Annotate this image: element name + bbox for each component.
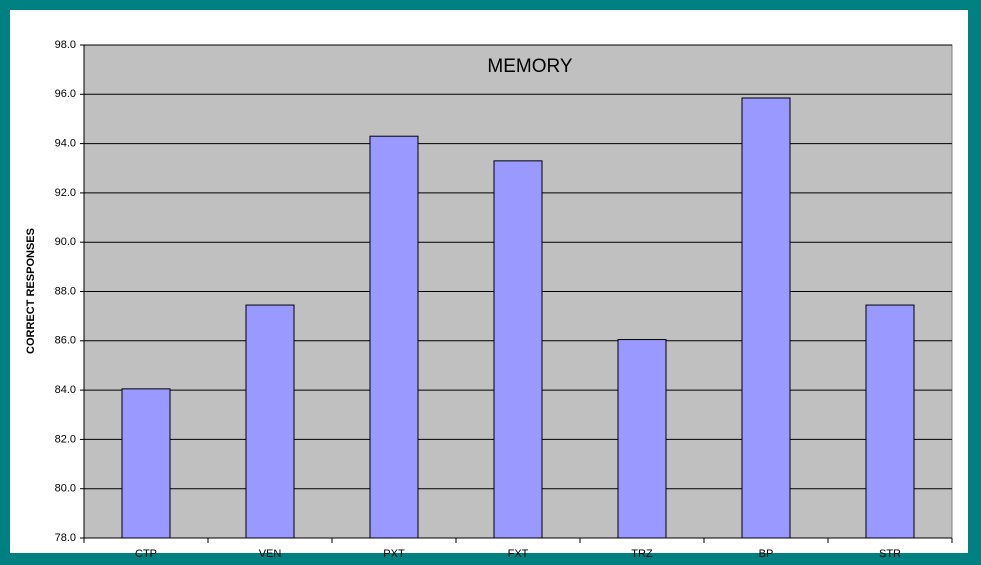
y-tick-label: 88.0 [55, 285, 76, 297]
x-tick-label: VEN [259, 548, 282, 560]
y-tick-label: 92.0 [55, 187, 76, 199]
x-tick-label: CTP [135, 548, 157, 560]
bar [493, 160, 543, 539]
bar [369, 135, 419, 539]
y-tick-label: 78.0 [55, 532, 76, 544]
bar [617, 339, 667, 539]
y-tick-label: 86.0 [55, 335, 76, 347]
y-tick-label: 94.0 [55, 138, 76, 150]
x-tick-label: FXT [508, 548, 529, 560]
y-axis-label: CORRECT RESPONSES [25, 228, 37, 354]
y-tick-label: 80.0 [55, 483, 76, 495]
y-tick-label: 98.0 [55, 39, 76, 51]
y-tick-label: 96.0 [55, 88, 76, 100]
bar [741, 97, 791, 539]
chart-title: MEMORY [487, 56, 572, 77]
x-tick-label: BP [759, 548, 774, 560]
y-tick-label: 90.0 [55, 236, 76, 248]
bar [865, 304, 915, 539]
x-tick-label: PXT [383, 548, 405, 560]
bar [245, 304, 295, 539]
x-tick-label: TRZ [631, 548, 653, 560]
y-tick-label: 82.0 [55, 433, 76, 445]
bar [121, 388, 171, 539]
y-tick-label: 84.0 [55, 384, 76, 396]
x-tick-label: STR [879, 548, 901, 560]
